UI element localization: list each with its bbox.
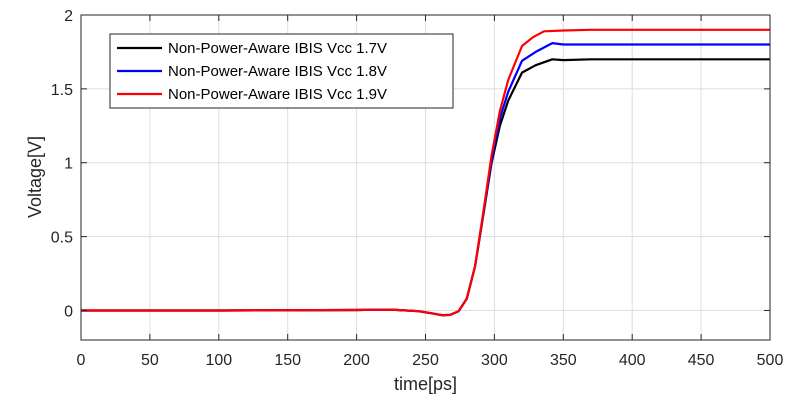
x-axis-label: time[ps] [394, 374, 457, 394]
x-tick-label: 300 [481, 352, 508, 369]
x-tick-label: 200 [343, 352, 370, 369]
legend-label-3: Non-Power-Aware IBIS Vcc 1.9V [168, 86, 387, 103]
x-tick-label: 450 [688, 352, 715, 369]
y-axis-ticks: 0 0.5 1 1.5 2 [51, 8, 770, 320]
legend-label-2: Non-Power-Aware IBIS Vcc 1.8V [168, 63, 387, 80]
x-tick-label: 150 [274, 352, 301, 369]
legend-box [109, 33, 454, 109]
series-layer [81, 28, 770, 317]
legend-label-1: Non-Power-Aware IBIS Vcc 1.7V [168, 40, 387, 57]
series-line-3 [81, 28, 770, 317]
x-tick-label: 400 [619, 352, 646, 369]
x-tick-label: 0 [77, 352, 86, 369]
y-tick-label: 1.5 [51, 82, 73, 99]
y-tick-label: 1 [64, 156, 73, 173]
x-tick-label: 50 [141, 352, 159, 369]
legend: Non-Power-Aware IBIS Vcc 1.7V Non-Power-A… [109, 33, 454, 109]
x-axis-ticks: 0 50 100 150 200 250 300 350 400 450 500 [77, 15, 784, 369]
x-tick-label: 350 [550, 352, 577, 369]
x-tick-label: 250 [412, 352, 439, 369]
y-tick-label: 0.5 [51, 230, 73, 247]
y-tick-label: 2 [64, 8, 73, 25]
y-axis-label: Voltage[V] [25, 136, 45, 218]
y-tick-label: 0 [64, 303, 73, 320]
x-tick-label: 500 [757, 352, 784, 369]
x-tick-label: 100 [205, 352, 232, 369]
